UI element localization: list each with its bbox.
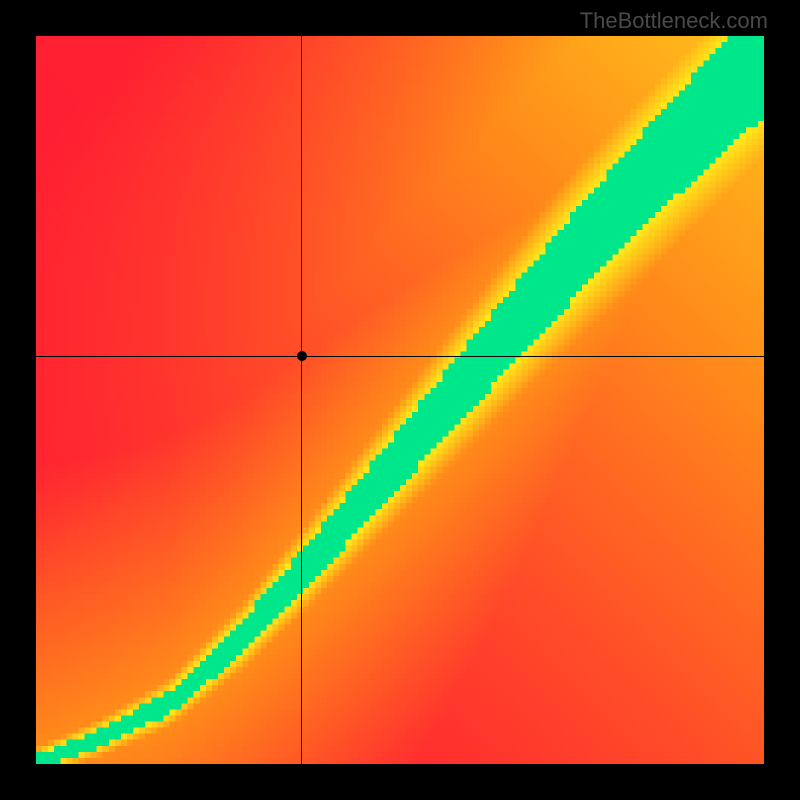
crosshair-vertical-line [301, 36, 302, 764]
attribution-label: TheBottleneck.com [580, 8, 768, 34]
bottleneck-heatmap [36, 36, 764, 764]
chart-container: TheBottleneck.com [0, 0, 800, 800]
crosshair-horizontal-line [36, 356, 764, 357]
crosshair-marker-dot [297, 351, 307, 361]
